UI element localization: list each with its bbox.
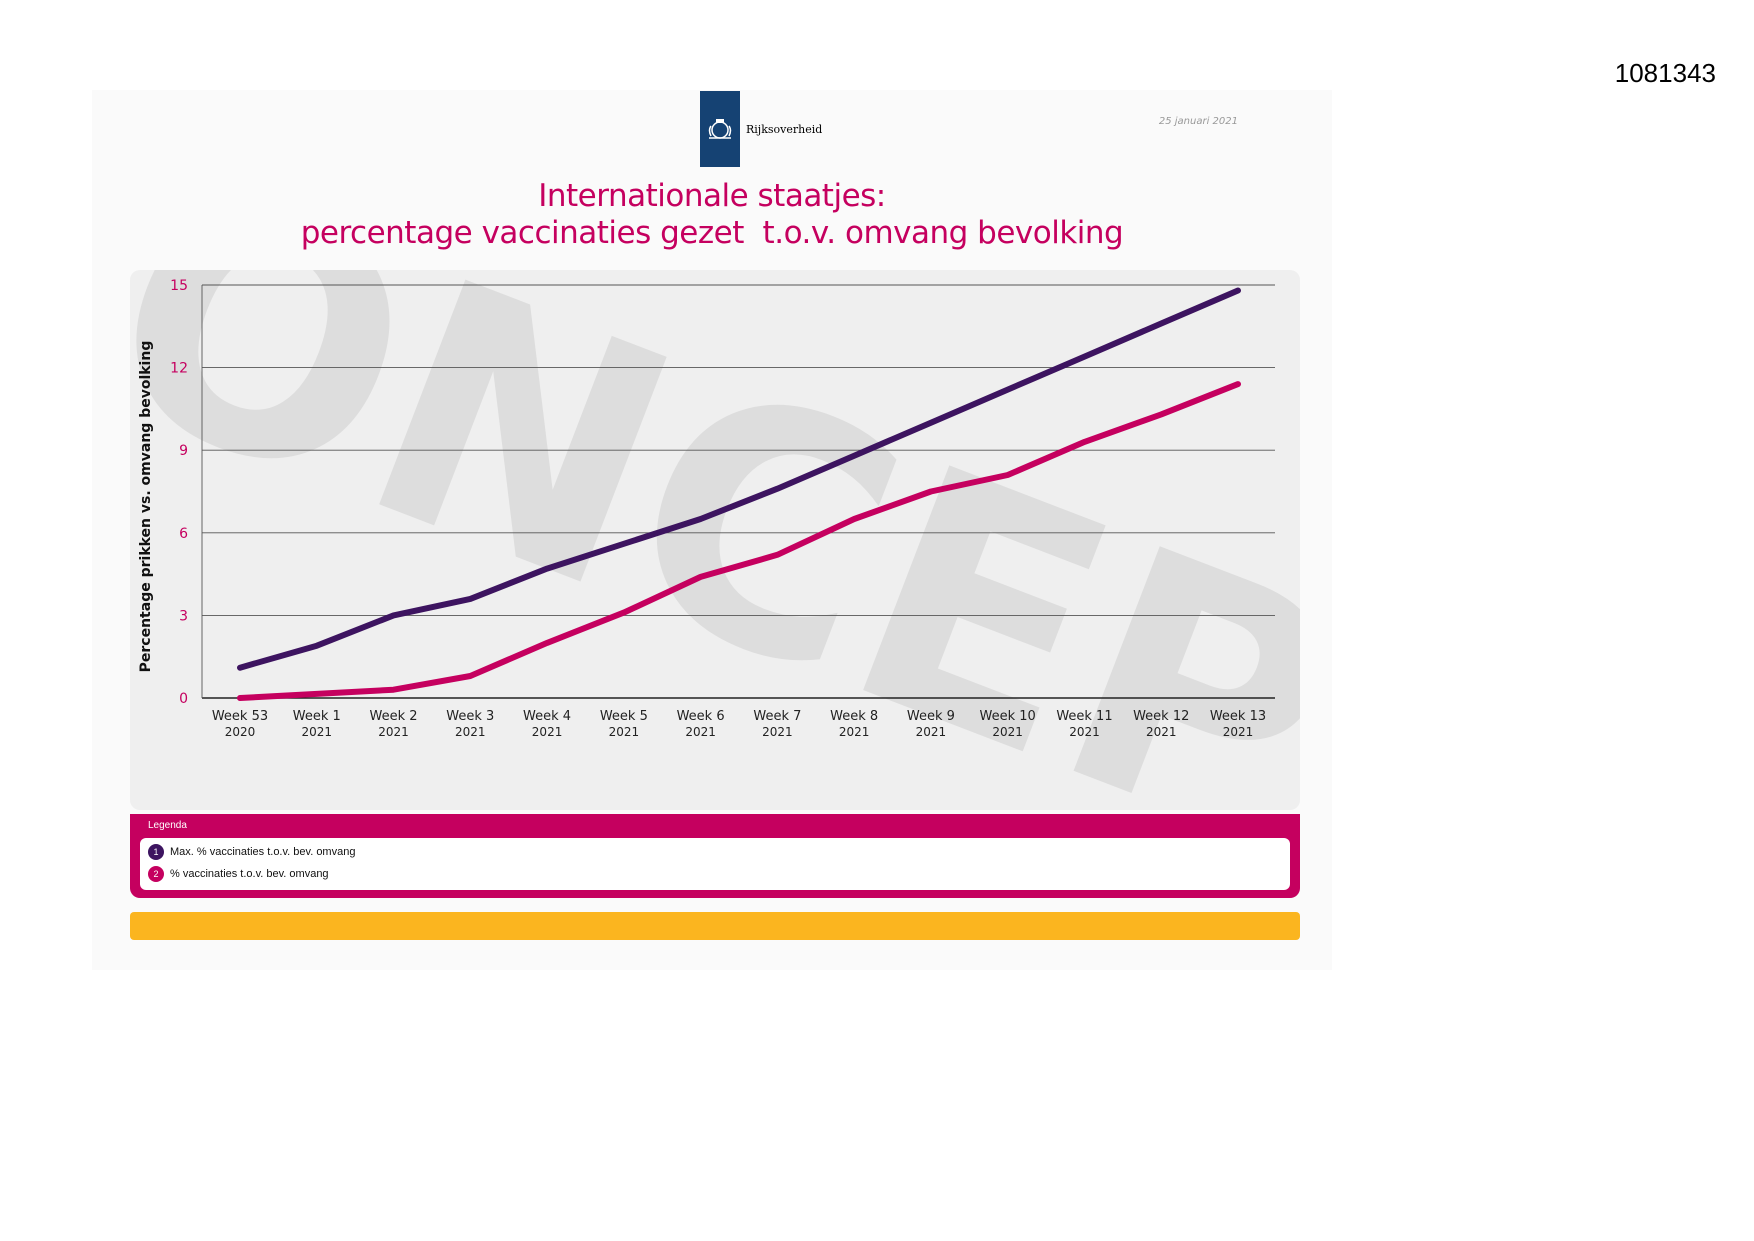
x-tick-label: Week 1	[293, 709, 341, 724]
x-tick-label: Week 2	[370, 709, 418, 724]
footer-bar	[130, 912, 1300, 940]
y-tick-label: 15	[170, 278, 188, 294]
x-tick-label: Week 4	[523, 709, 571, 724]
x-tick-label: Week 7	[753, 709, 801, 724]
y-tick-label: 6	[179, 526, 188, 542]
x-tick-year: 2021	[532, 725, 563, 739]
coat-of-arms-icon	[700, 91, 740, 167]
y-tick-label: 3	[179, 608, 188, 624]
x-tick-year: 2021	[455, 725, 486, 739]
x-tick-label: Week 9	[907, 709, 955, 724]
x-tick-year: 2021	[685, 725, 716, 739]
x-tick-label: Week 11	[1056, 709, 1112, 724]
legend-number-1: 1	[148, 844, 164, 860]
x-tick-year: 2021	[1069, 725, 1100, 739]
y-tick-label: 12	[170, 361, 188, 377]
x-tick-label: Week 3	[446, 709, 494, 724]
x-tick-label: Week 13	[1210, 709, 1266, 724]
legend-item-1: 1 Max. % vaccinaties t.o.v. bev. omvang	[148, 844, 355, 860]
x-tick-year: 2021	[609, 725, 640, 739]
title-line-2: percentage vaccinaties gezet t.o.v. omva…	[300, 215, 1124, 251]
page-title: Internationale staatjes: percentage vacc…	[92, 178, 1332, 252]
chart-background	[130, 270, 1300, 810]
logo-text: Rijksoverheid	[746, 122, 823, 136]
legend-label-2: % vaccinaties t.o.v. bev. omvang	[170, 868, 329, 880]
x-tick-year: 2021	[301, 725, 332, 739]
legend-title: Legenda	[148, 820, 187, 831]
x-tick-label: Week 8	[830, 709, 878, 724]
x-tick-year: 2021	[1146, 725, 1177, 739]
document-id: 1081343	[1614, 58, 1716, 88]
slide: Rijksoverheid 25 januari 2021 Internatio…	[92, 90, 1332, 970]
x-tick-label: Week 5	[600, 709, 648, 724]
x-tick-year: 2021	[762, 725, 793, 739]
x-tick-year: 2021	[378, 725, 409, 739]
x-tick-year: 2021	[992, 725, 1023, 739]
x-tick-year: 2021	[1223, 725, 1254, 739]
y-axis-title: Percentage prikken vs. omvang bevolking	[138, 341, 154, 673]
document-date: 25 januari 2021	[1158, 116, 1238, 127]
series-line-1	[237, 287, 1241, 671]
rijksoverheid-logo: Rijksoverheid	[700, 90, 822, 168]
x-tick-year: 2021	[916, 725, 947, 739]
x-tick-year: 2020	[225, 725, 256, 739]
legend-number-2: 2	[148, 866, 164, 882]
y-tick-label: 0	[179, 691, 188, 707]
legend-label-1: Max. % vaccinaties t.o.v. bev. omvang	[170, 846, 356, 858]
series-line-2	[237, 381, 1241, 701]
chart-container: CONCEPT 0 3 6 9 12 15 Percentage prikken vs. om…	[130, 270, 1300, 810]
x-tick-label: Week 6	[677, 709, 725, 724]
x-tick-label: Week 53	[212, 709, 268, 724]
legend-list: 1 Max. % vaccinaties t.o.v. bev. omvang …	[140, 838, 1290, 890]
legend-item-2: 2 % vaccinaties t.o.v. bev. omvang	[148, 866, 329, 882]
title-line-1: Internationale staatjes:	[538, 178, 886, 214]
x-tick-year: 2021	[839, 725, 870, 739]
x-tick-label: Week 10	[980, 709, 1036, 724]
legend: Legenda 1 Max. % vaccinaties t.o.v. bev.…	[130, 814, 1300, 898]
y-tick-label: 9	[179, 443, 188, 459]
x-tick-label: Week 12	[1133, 709, 1189, 724]
